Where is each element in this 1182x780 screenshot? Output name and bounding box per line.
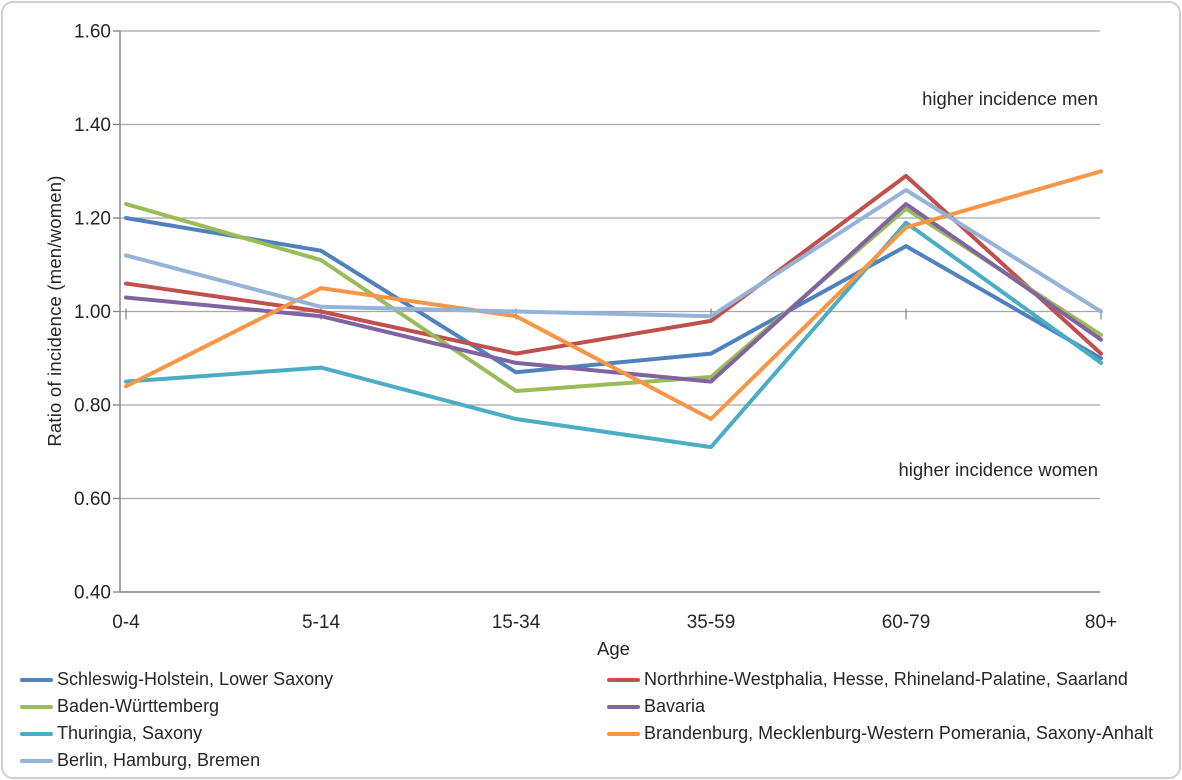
series-line-3 bbox=[124, 202, 1103, 384]
legend-swatch bbox=[20, 677, 53, 682]
annotation-higher-incidence-men: higher incidence men bbox=[922, 88, 1098, 109]
chart-legend-left-column: Schleswig-Holstein, Lower Saxony Baden-Wü… bbox=[20, 666, 333, 774]
legend-swatch bbox=[20, 758, 53, 763]
chart-legend-right-column: Northrhine-Westphalia, Hesse, Rhineland-… bbox=[607, 666, 1153, 747]
legend-item: Baden-Württemberg bbox=[20, 693, 333, 720]
y-axis-title: Ratio of incidence (men/women) bbox=[44, 175, 65, 447]
y-tick-label: 1.00 bbox=[74, 302, 111, 323]
series-line-6 bbox=[124, 188, 1103, 319]
legend-label: Baden-Württemberg bbox=[57, 696, 220, 716]
legend-item: Thuringia, Saxony bbox=[20, 720, 333, 747]
legend-item: Schleswig-Holstein, Lower Saxony bbox=[20, 666, 333, 693]
legend-swatch bbox=[607, 704, 640, 709]
legend-item: Northrhine-Westphalia, Hesse, Rhineland-… bbox=[607, 666, 1153, 693]
series-line-2 bbox=[124, 202, 1103, 393]
legend-swatch bbox=[20, 704, 53, 709]
legend-swatch bbox=[607, 731, 640, 736]
y-tick-label: 1.40 bbox=[74, 115, 111, 136]
legend-label: Berlin, Hamburg, Bremen bbox=[57, 750, 261, 770]
y-tick-label: 1.60 bbox=[74, 22, 111, 43]
legend-item: Bavaria bbox=[607, 693, 1153, 720]
x-tick-label: 80+ bbox=[1085, 612, 1117, 633]
y-tick-label: 0.40 bbox=[74, 583, 111, 604]
legend-item: Berlin, Hamburg, Bremen bbox=[20, 747, 333, 774]
line-chart: 0.40 0.60 0.80 1.00 1.20 1.40 1.60 0-4 5-14 15-34… bbox=[74, 22, 1117, 634]
x-tick-label: 15-34 bbox=[492, 612, 541, 633]
x-tick-label: 60-79 bbox=[882, 612, 931, 633]
x-axis-title: Age bbox=[597, 638, 630, 659]
y-tick-label: 0.80 bbox=[74, 396, 111, 417]
legend-label: Northrhine-Westphalia, Hesse, Rhineland-… bbox=[644, 669, 1128, 689]
legend-item: Brandenburg, Mecklenburg-Western Pomeran… bbox=[607, 720, 1153, 747]
legend-label: Thuringia, Saxony bbox=[57, 723, 203, 743]
legend-label: Brandenburg, Mecklenburg-Western Pomeran… bbox=[644, 723, 1153, 743]
series-line-4 bbox=[124, 220, 1103, 450]
legend-label: Bavaria bbox=[644, 696, 706, 716]
annotation-higher-incidence-women: higher incidence women bbox=[898, 459, 1098, 480]
series-line-5 bbox=[124, 169, 1103, 421]
y-tick-label: 1.20 bbox=[74, 209, 111, 230]
legend-swatch bbox=[607, 677, 640, 682]
x-tick-label: 5-14 bbox=[302, 612, 340, 633]
legend-label: Schleswig-Holstein, Lower Saxony bbox=[57, 669, 334, 689]
series-line-0 bbox=[124, 216, 1103, 375]
series-line-1 bbox=[124, 173, 1103, 356]
x-tick-label: 0-4 bbox=[112, 612, 140, 633]
y-tick-label: 0.60 bbox=[74, 489, 111, 510]
legend-swatch bbox=[20, 731, 53, 736]
x-tick-label: 35-59 bbox=[687, 612, 736, 633]
